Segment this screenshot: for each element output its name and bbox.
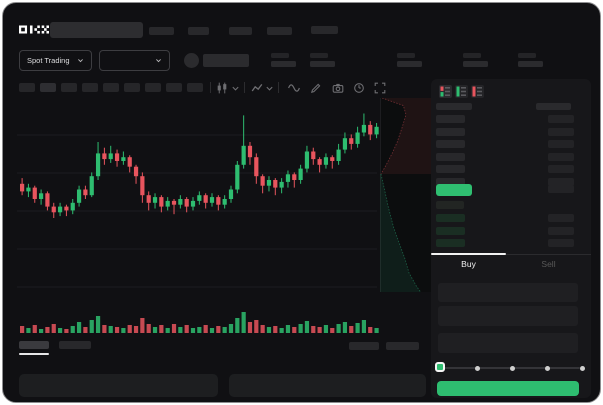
candle-style-button[interactable] [216, 82, 228, 94]
chart-tab-skeleton-active[interactable] [19, 341, 49, 349]
bid-price-skeleton[interactable] [436, 214, 465, 222]
draw-pencil-button[interactable] [310, 82, 322, 94]
timeframe-button[interactable] [145, 83, 161, 92]
nav-item-skeleton[interactable] [267, 27, 292, 35]
toolbar-divider [210, 82, 211, 93]
timeframe-button[interactable] [82, 83, 98, 92]
ask-price-skeleton[interactable] [436, 165, 465, 173]
last-price-bar[interactable] [436, 184, 472, 196]
screenshot-camera-button[interactable] [332, 82, 344, 94]
chevron-down-icon[interactable] [231, 84, 243, 96]
buy-tab-indicator [431, 253, 506, 255]
ticker-stat [397, 53, 427, 69]
buy-button[interactable] [437, 381, 579, 396]
ask-price-skeleton[interactable] [436, 140, 465, 148]
ask-price-skeleton[interactable] [436, 152, 465, 161]
order-price-field[interactable] [438, 283, 578, 302]
timeframe-button[interactable] [19, 83, 35, 92]
orders-panel-left [19, 374, 218, 397]
pair-selector-dropdown[interactable] [99, 50, 170, 71]
ticker-stat [518, 53, 548, 69]
coin-avatar [184, 53, 199, 68]
orderbook-price-skeleton [436, 201, 464, 209]
orderbook-view-combined-icon[interactable] [439, 85, 452, 98]
toolbar-divider [244, 82, 245, 93]
buy-tab[interactable]: Buy [461, 259, 476, 269]
orderbook-amount-header-skeleton [536, 103, 571, 110]
chart-action-skeleton[interactable] [349, 342, 379, 350]
trade-side-panel: Buy Sell [431, 79, 591, 398]
toolbar-divider [278, 82, 279, 93]
ask-amount-skeleton [548, 177, 574, 186]
ask-amount-skeleton [548, 152, 574, 161]
orderbook-view-bids-icon[interactable] [455, 85, 468, 98]
ask-amount-skeleton [548, 127, 574, 136]
orderbook-view-asks-icon[interactable] [471, 85, 484, 98]
bid-price-skeleton[interactable] [436, 226, 465, 235]
bid-amount-skeleton [548, 214, 574, 222]
timeframe-button[interactable] [61, 83, 77, 92]
ask-amount-skeleton [548, 140, 574, 148]
ask-amount-skeleton [548, 115, 574, 123]
order-total-field[interactable] [438, 333, 578, 353]
chart-tab-underline [19, 353, 49, 355]
orderbook-price-header-skeleton [436, 103, 472, 110]
timeframe-button[interactable] [124, 83, 140, 92]
orders-panel-right [229, 374, 426, 397]
chart-action-skeleton[interactable] [386, 342, 419, 350]
sell-tab[interactable]: Sell [541, 259, 556, 269]
nav-item-skeleton[interactable] [188, 27, 209, 35]
slider-step-dot[interactable] [510, 366, 515, 371]
search-input[interactable] [50, 22, 143, 38]
ask-amount-skeleton [548, 165, 574, 173]
sell-tab-divider [506, 254, 591, 255]
ticker-stat [463, 53, 493, 69]
candlestick-chart[interactable] [17, 98, 432, 338]
indicators-button[interactable] [251, 82, 263, 94]
bid-amount-skeleton [548, 239, 574, 247]
line-tool-button[interactable] [288, 82, 300, 94]
ask-price-skeleton[interactable] [436, 127, 465, 136]
nav-item-skeleton[interactable] [311, 26, 338, 34]
chevron-down-icon[interactable] [265, 84, 277, 96]
market-type-label: Spot Trading [27, 56, 70, 65]
okx-logo[interactable] [19, 23, 49, 36]
orderbook-amount-skeleton [548, 185, 574, 193]
timeframe-button[interactable] [166, 83, 182, 92]
fullscreen-expand-button[interactable] [374, 82, 386, 94]
chevron-down-icon [78, 59, 83, 63]
ticker-stat [310, 53, 340, 69]
price-skeleton [203, 54, 249, 67]
chevron-down-icon [156, 59, 161, 63]
ticker-stat [271, 53, 301, 69]
ask-price-skeleton[interactable] [436, 115, 465, 123]
timer-button[interactable] [353, 82, 365, 94]
timeframe-button[interactable] [187, 83, 203, 92]
timeframe-button[interactable] [103, 83, 119, 92]
chart-tab-skeleton[interactable] [59, 341, 91, 349]
bid-amount-skeleton [548, 226, 574, 235]
nav-item-skeleton[interactable] [229, 27, 252, 35]
order-amount-field[interactable] [438, 306, 578, 326]
nav-item-skeleton[interactable] [149, 27, 174, 35]
timeframe-button[interactable] [40, 83, 56, 92]
bid-price-skeleton[interactable] [436, 239, 465, 247]
slider-step-dot[interactable] [545, 366, 550, 371]
slider-step-dot[interactable] [475, 366, 480, 371]
slider-handle[interactable] [435, 362, 445, 372]
ask-price-skeleton[interactable] [436, 177, 465, 186]
slider-step-dot[interactable] [580, 366, 585, 371]
market-type-dropdown[interactable]: Spot Trading [19, 50, 92, 71]
